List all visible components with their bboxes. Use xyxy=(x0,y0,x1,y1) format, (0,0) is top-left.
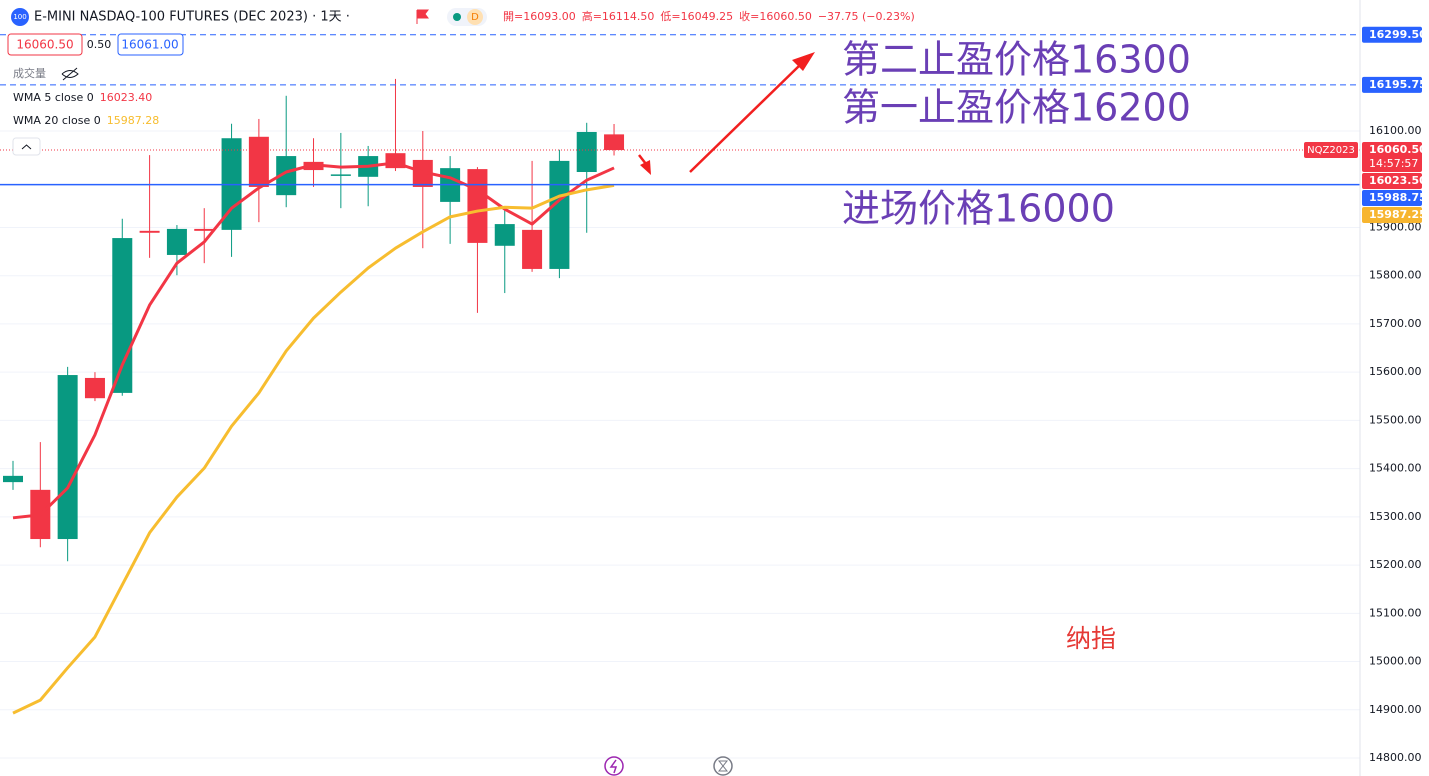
collapse-icon xyxy=(21,144,32,150)
ohlc-value: −37.75 (−0.23%) xyxy=(818,10,915,23)
countdown: 14:57:57 xyxy=(1369,157,1418,170)
volume-label: 成交量 xyxy=(13,66,46,80)
events-icon[interactable] xyxy=(604,756,624,776)
y-tick-label: 15600.00 xyxy=(1369,365,1422,378)
legend-name: WMA 5 close 0 xyxy=(13,91,94,104)
arrow xyxy=(638,154,647,165)
y-tick-label: 14900.00 xyxy=(1369,703,1422,716)
collapse-button[interactable] xyxy=(12,137,41,156)
interval-badge: D xyxy=(471,12,479,23)
spread: 0.50 xyxy=(87,38,112,51)
symbol-badge xyxy=(11,8,29,26)
candle-body xyxy=(330,174,351,176)
plot xyxy=(0,34,1360,715)
price-label: 16299.50 xyxy=(1369,28,1427,41)
symbol-tag: NQZ2023 xyxy=(1307,145,1355,156)
annotation: 第一止盈价格16200 xyxy=(842,86,1191,130)
price-label: 15988.75 xyxy=(1369,191,1427,204)
candle-body xyxy=(248,136,269,187)
ohlc: 開=16093.00 高=16114.50 低=16049.25 收=16060.50… xyxy=(503,9,915,23)
buy-button[interactable] xyxy=(117,33,184,56)
y-tick-label: 15400.00 xyxy=(1369,462,1422,475)
sell-button[interactable] xyxy=(7,33,83,56)
candle-body xyxy=(494,224,515,246)
legend-value: 16023.40 xyxy=(100,91,153,104)
y-tick-label: 15200.00 xyxy=(1369,558,1422,571)
legend-name: WMA 20 close 0 xyxy=(13,114,101,127)
symbol-tag-box xyxy=(1304,142,1358,159)
sell-price: 16060.50 xyxy=(16,38,73,52)
y-tick-label: 15700.00 xyxy=(1369,317,1422,330)
annotation: 进场价格16000 xyxy=(842,187,1115,231)
price-axis xyxy=(1360,0,1429,776)
candle-body xyxy=(467,169,488,243)
arrow-head xyxy=(640,160,651,175)
legend: WMA 5 close 0 16023.40 WMA 20 close 0 15987… xyxy=(13,91,159,127)
eye-icon[interactable] xyxy=(61,67,79,81)
symbol-title[interactable]: E-MINI NASDAQ-100 FUTURES (DEC 2023) · 1… xyxy=(34,10,350,25)
y-tick-label: 15100.00 xyxy=(1369,606,1422,619)
buy-price: 16061.00 xyxy=(121,38,178,52)
price-label: 15987.25 xyxy=(1369,208,1427,221)
price-label-box xyxy=(1362,190,1422,207)
candle-body xyxy=(166,228,187,255)
y-tick-label: 15900.00 xyxy=(1369,220,1422,233)
ohlc-value: 收=16060.50 xyxy=(739,9,812,23)
wma-line xyxy=(12,183,615,715)
legend-value: 15987.28 xyxy=(107,114,160,127)
y-tick-label: 15500.00 xyxy=(1369,413,1422,426)
y-tick-label: 14800.00 xyxy=(1369,751,1422,764)
y-tick-label: 15300.00 xyxy=(1369,510,1422,523)
arrow-head xyxy=(792,52,815,71)
wma-line xyxy=(12,161,615,520)
candle-body xyxy=(194,228,215,231)
price-label: 16023.50 xyxy=(1369,174,1427,187)
price-axis-labels: 14800.00 14900.00 15000.00 15100.00 15200.00… xyxy=(1304,26,1427,764)
ohlc-value: 高=16114.50 xyxy=(582,9,655,23)
arrow xyxy=(689,64,801,173)
y-tick-label: 15800.00 xyxy=(1369,269,1422,282)
y-tick-label: 16100.00 xyxy=(1369,124,1422,137)
candle-body xyxy=(3,475,23,483)
annotation: 纳指 xyxy=(1066,624,1116,653)
status-dot xyxy=(453,13,461,21)
candle-body xyxy=(139,230,160,233)
price-label-box xyxy=(1362,173,1422,190)
ohlc-value: 低=16049.25 xyxy=(660,10,733,23)
ohlc-value: 開=16093.00 xyxy=(503,10,576,23)
candle-body xyxy=(604,134,625,151)
price-label: 16060.50 xyxy=(1369,143,1427,156)
price-label-box xyxy=(1362,26,1422,43)
candle-body xyxy=(84,377,105,399)
annotation: 第二止盈价格16300 xyxy=(842,38,1191,82)
y-tick-label: 15000.00 xyxy=(1369,655,1422,668)
symbol-badge-text: 100 xyxy=(13,13,26,21)
events-bolt xyxy=(609,759,618,774)
price-label-box xyxy=(1362,76,1422,93)
price-label-box xyxy=(1362,207,1422,224)
candle-body xyxy=(57,375,78,540)
price-label-box xyxy=(1362,142,1422,173)
flag-icon[interactable] xyxy=(416,9,429,24)
candle-body xyxy=(522,229,543,269)
candle-body xyxy=(549,160,570,269)
price-label: 16195.75 xyxy=(1369,78,1427,91)
candle-body xyxy=(576,131,597,172)
interval-circle xyxy=(467,9,483,25)
candle-body xyxy=(112,238,133,393)
timer-glass xyxy=(717,760,729,772)
